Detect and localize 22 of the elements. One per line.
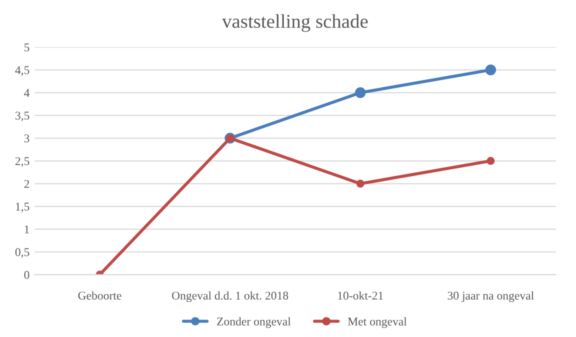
point [356, 180, 364, 188]
y-tick-label: 5 [24, 44, 30, 52]
y-tick-label: 2 [24, 180, 30, 188]
y-tick-label: 0 [24, 270, 30, 279]
legend-label: Zonder ongeval [217, 317, 291, 328]
y-tick-label: 1,5 [16, 202, 30, 212]
point [354, 87, 366, 98]
y-tick-label: 2,5 [15, 157, 30, 167]
y-tick-label: 3,5 [16, 112, 30, 122]
x-tick-label: Geboorte [78, 291, 122, 300]
x-tick-label: 30 jaar na ongeval [448, 291, 534, 302]
legend-label: Met ongeval [348, 317, 407, 328]
point [485, 64, 496, 76]
x-tick-label: 10-okt-21 [338, 291, 383, 300]
y-tick-label: 4,5 [15, 66, 30, 76]
x-tick-label: Ongeval d.d. 1 okt. 2018 [172, 291, 288, 302]
y-tick-label: 1 [24, 225, 29, 234]
y-tick-label: 3 [24, 134, 30, 142]
chart-title: vaststelling schade [222, 14, 368, 32]
point [486, 156, 495, 165]
y-tick-label: 4 [24, 89, 30, 97]
y-tick-label: 0,5 [15, 248, 30, 258]
